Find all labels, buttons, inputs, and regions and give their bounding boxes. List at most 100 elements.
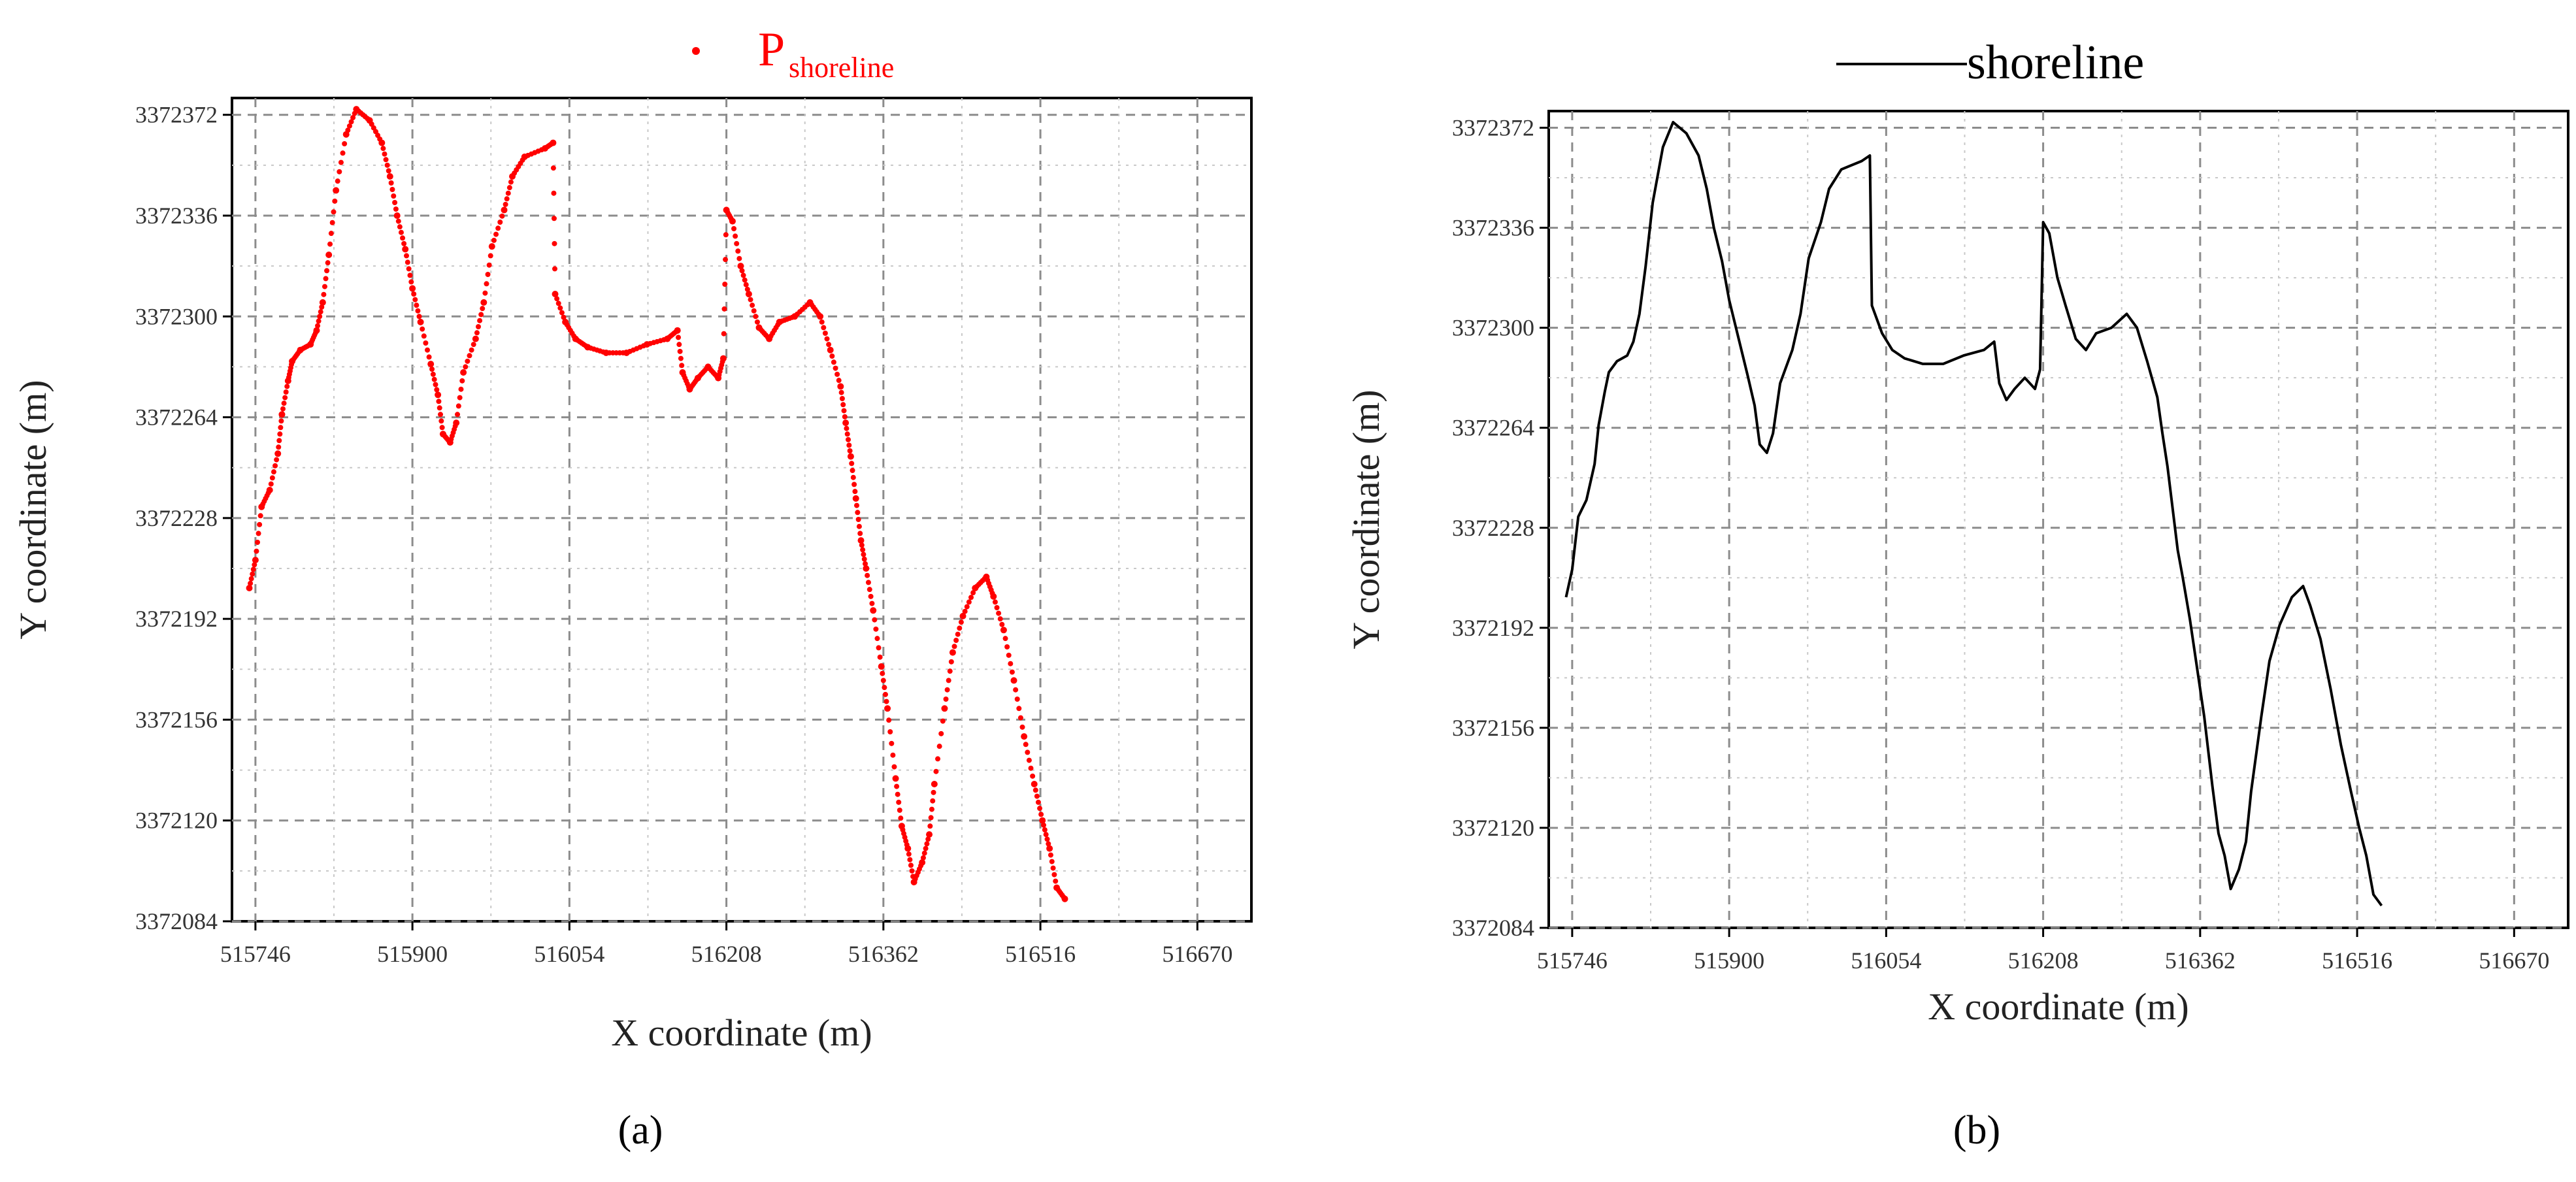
- data-point: [856, 523, 862, 529]
- data-point: [940, 718, 946, 724]
- data-point: [938, 731, 944, 736]
- y-tick-label: 3372336: [135, 203, 218, 229]
- data-point: [322, 284, 327, 289]
- data-point: [345, 127, 351, 133]
- data-point: [729, 218, 736, 225]
- data-point: [868, 593, 874, 599]
- data-point: [398, 229, 404, 235]
- data-point: [996, 610, 1002, 616]
- data-point: [469, 347, 474, 353]
- data-point: [471, 342, 476, 348]
- data-point: [921, 850, 927, 856]
- data-point: [970, 590, 976, 596]
- data-point: [817, 313, 824, 320]
- data-point: [1053, 878, 1059, 884]
- data-point: [1046, 841, 1051, 847]
- y-tick-label: 3372264: [1452, 415, 1534, 441]
- x-tick-label: 516516: [2322, 947, 2392, 974]
- data-point: [1002, 636, 1008, 642]
- data-point: [861, 551, 867, 557]
- data-point: [319, 299, 326, 306]
- data-point: [852, 495, 859, 502]
- data-point: [505, 190, 511, 196]
- data-point: [722, 282, 728, 287]
- data-point: [750, 303, 755, 308]
- data-point: [1030, 773, 1036, 779]
- data-point: [1013, 687, 1019, 693]
- data-point: [427, 361, 435, 368]
- data-point: [459, 378, 465, 384]
- y-tick-label: 3372300: [135, 303, 218, 329]
- data-point: [924, 841, 930, 847]
- data-point: [1019, 724, 1025, 730]
- panel-label: (a): [618, 1108, 663, 1153]
- data-point: [850, 474, 856, 480]
- data-point: [676, 342, 682, 348]
- data-point: [855, 510, 861, 516]
- data-point: [840, 402, 846, 408]
- data-point: [872, 617, 878, 623]
- data-point: [904, 845, 912, 852]
- data-point: [455, 403, 461, 409]
- data-point: [847, 453, 854, 460]
- data-point: [316, 318, 322, 324]
- data-point: [748, 297, 753, 303]
- data-point: [480, 299, 487, 306]
- data-point: [331, 209, 337, 215]
- data-point: [838, 389, 844, 395]
- data-point: [860, 547, 866, 553]
- data-point: [1050, 865, 1056, 871]
- data-point: [404, 253, 410, 259]
- data-point: [402, 246, 409, 253]
- data-point: [392, 200, 398, 205]
- data-point: [420, 326, 425, 332]
- data-point: [964, 604, 970, 610]
- data-point: [491, 237, 497, 243]
- data-point: [315, 323, 321, 329]
- y-tick-label: 3372300: [1452, 315, 1534, 341]
- data-point: [455, 412, 461, 418]
- data-point: [889, 740, 895, 746]
- data-point: [551, 190, 557, 196]
- data-point: [437, 405, 442, 411]
- data-point: [338, 159, 344, 165]
- data-point: [284, 384, 290, 389]
- data-point: [321, 291, 327, 297]
- data-point: [721, 306, 727, 312]
- data-point: [254, 548, 259, 554]
- data-point: [313, 327, 320, 334]
- data-point: [941, 705, 948, 712]
- data-point: [842, 419, 850, 427]
- data-point: [733, 233, 738, 239]
- data-point: [266, 487, 273, 493]
- data-point: [927, 823, 933, 829]
- data-point: [857, 537, 865, 544]
- data-point: [325, 252, 333, 258]
- data-point: [829, 353, 835, 359]
- data-point: [753, 314, 759, 320]
- x-tick-label: 516208: [2008, 947, 2079, 974]
- data-point: [827, 346, 834, 353]
- data-point: [504, 196, 510, 202]
- data-point: [751, 308, 757, 314]
- data-point: [485, 272, 491, 277]
- data-point: [248, 576, 254, 582]
- data-point: [1039, 817, 1046, 824]
- data-point: [1017, 715, 1023, 721]
- data-point: [734, 240, 740, 246]
- data-point: [327, 241, 333, 247]
- data-point: [550, 139, 557, 146]
- data-point: [378, 139, 386, 146]
- y-tick-label: 3372156: [135, 706, 218, 732]
- legend-label-subscript: shoreline: [789, 52, 894, 84]
- data-point: [869, 600, 875, 606]
- data-point: [928, 815, 934, 821]
- data-point: [855, 517, 861, 522]
- data-point: [1023, 742, 1029, 747]
- data-point: [493, 231, 499, 237]
- x-tick-label: 516362: [2165, 947, 2236, 974]
- data-point: [499, 213, 505, 219]
- x-tick-label: 516054: [1851, 947, 1921, 974]
- data-point: [335, 178, 340, 184]
